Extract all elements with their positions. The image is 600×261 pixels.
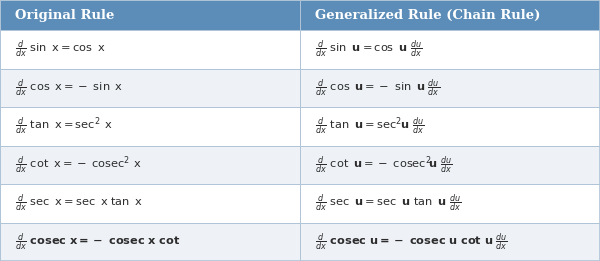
- Text: $\frac{d}{dx}\ \sin\ \mathbf{u} = \cos\ \mathbf{u}\ \frac{du}{dx}$: $\frac{d}{dx}\ \sin\ \mathbf{u} = \cos\ …: [315, 38, 422, 60]
- Bar: [0, 68, 300, 107]
- Bar: [300, 222, 600, 261]
- Bar: [300, 146, 600, 184]
- Text: Generalized Rule (Chain Rule): Generalized Rule (Chain Rule): [315, 9, 541, 21]
- Bar: [0, 184, 300, 222]
- Text: $\frac{d}{dx}\ \cos\ \mathrm{x} = -\ \sin\ \mathrm{x}$: $\frac{d}{dx}\ \cos\ \mathrm{x} = -\ \si…: [15, 77, 123, 99]
- Text: $\frac{d}{dx}\ \sec\ \mathrm{x} = \sec\ \mathrm{x}\ \tan\ \mathrm{x}$: $\frac{d}{dx}\ \sec\ \mathrm{x} = \sec\ …: [15, 192, 143, 214]
- Text: $\frac{d}{dx}\ \mathbf{cosec\ x = -\ cosec\ x\ cot}$: $\frac{d}{dx}\ \mathbf{cosec\ x = -\ cos…: [15, 231, 181, 253]
- Bar: [300, 107, 600, 146]
- Bar: [0, 222, 300, 261]
- Bar: [0, 107, 300, 146]
- Text: $\frac{d}{dx}\ \cot\ \mathbf{u} = -\ \mathrm{cosec}^2\!\mathbf{u}\ \frac{du}{dx}: $\frac{d}{dx}\ \cot\ \mathbf{u} = -\ \ma…: [315, 154, 453, 176]
- Bar: [300, 30, 600, 68]
- Text: $\frac{d}{dx}\ \cos\ \mathbf{u} = -\ \sin\ \mathbf{u}\ \frac{du}{dx}$: $\frac{d}{dx}\ \cos\ \mathbf{u} = -\ \si…: [315, 77, 440, 99]
- Text: Original Rule: Original Rule: [15, 9, 115, 21]
- Text: $\frac{d}{dx}\ \sin\ \mathrm{x} = \cos\ \mathrm{x}$: $\frac{d}{dx}\ \sin\ \mathrm{x} = \cos\ …: [15, 38, 106, 60]
- Bar: [300, 68, 600, 107]
- Text: $\frac{d}{dx}\ \cot\ \mathrm{x} = -\ \mathrm{cosec}^2\ \mathrm{x}$: $\frac{d}{dx}\ \cot\ \mathrm{x} = -\ \ma…: [15, 154, 142, 176]
- Text: $\frac{d}{dx}\ \sec\ \mathbf{u} = \sec\ \mathbf{u}\ \tan\ \mathbf{u}\ \frac{du}{: $\frac{d}{dx}\ \sec\ \mathbf{u} = \sec\ …: [315, 192, 461, 214]
- Text: $\frac{d}{dx}\ \mathbf{cosec\ u = -\ cosec\ u\ cot\ u}\ \frac{du}{dx}$: $\frac{d}{dx}\ \mathbf{cosec\ u = -\ cos…: [315, 231, 508, 253]
- Bar: [300, 0, 600, 30]
- Text: $\frac{d}{dx}\ \tan\ \mathrm{x} = \sec^2\ \mathrm{x}$: $\frac{d}{dx}\ \tan\ \mathrm{x} = \sec^2…: [15, 115, 113, 137]
- Bar: [0, 146, 300, 184]
- Bar: [0, 30, 300, 68]
- Bar: [300, 184, 600, 222]
- Bar: [0, 0, 300, 30]
- Text: $\frac{d}{dx}\ \tan\ \mathbf{u} = \sec^2\!\mathbf{u}\ \frac{du}{dx}$: $\frac{d}{dx}\ \tan\ \mathbf{u} = \sec^2…: [315, 115, 425, 137]
